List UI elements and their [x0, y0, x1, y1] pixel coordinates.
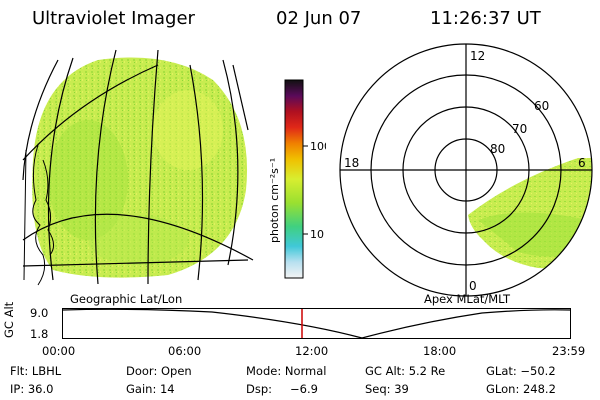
lat-label-70: 70 — [512, 122, 527, 136]
app-title: Ultraviolet Imager — [32, 8, 195, 29]
colorbar: 100 10 photon cm⁻²s⁻¹ — [268, 79, 326, 279]
info-glon: GLon: 248.2 — [486, 382, 556, 396]
x-tick-1800: 18:00 — [423, 344, 457, 358]
gc-alt-axis-label: GC Alt — [2, 301, 16, 338]
mlt-label-18: 18 — [344, 156, 359, 170]
altitude-curve — [62, 308, 571, 339]
lat-label-60: 60 — [534, 99, 549, 113]
polar-plot: 12 18 6 0 60 70 80 — [339, 43, 593, 297]
geographic-caption: Geographic Lat/Lon — [70, 292, 183, 306]
info-gain: Gain: 14 — [126, 382, 175, 396]
mlt-label-0: 0 — [469, 279, 477, 293]
info-glat: GLat: −50.2 — [486, 364, 556, 378]
mlt-label-12: 12 — [470, 49, 485, 63]
alt-tick-high: 9.0 — [30, 306, 49, 320]
mlt-label-6: 6 — [578, 156, 586, 170]
geo-grid — [22, 49, 254, 285]
x-tick-0000: 00:00 — [42, 344, 76, 358]
alt-tick-low: 1.8 — [30, 327, 49, 341]
colorbar-tick-10: 10 — [310, 228, 324, 241]
x-tick-2359: 23:59 — [552, 344, 586, 358]
colorbar-tick-100: 100 — [310, 140, 326, 153]
geographic-image — [22, 49, 254, 286]
polar-grid — [339, 43, 593, 297]
time-label: 11:26:37 UT — [430, 8, 541, 29]
x-tick-1200: 12:00 — [295, 344, 329, 358]
info-filter: Flt: LBHL — [10, 364, 62, 378]
colorbar-gradient — [284, 79, 304, 279]
info-gc-alt: GC Alt: 5.2 Re — [365, 364, 446, 378]
lat-label-80: 80 — [490, 142, 505, 156]
info-dsp-label: Dsp: — [246, 382, 273, 396]
info-mode: Mode: Normal — [246, 364, 327, 378]
x-tick-0600: 06:00 — [168, 344, 202, 358]
aurora-patches — [48, 90, 223, 265]
info-ip: IP: 36.0 — [10, 382, 54, 396]
colorbar-unit-label: photon cm⁻²s⁻¹ — [268, 158, 281, 243]
apex-caption: Apex MLat/MLT — [424, 292, 511, 306]
date-label: 02 Jun 07 — [276, 8, 362, 29]
altitude-strip — [62, 308, 571, 339]
info-dsp-value: −6.9 — [290, 382, 318, 396]
info-seq: Seq: 39 — [365, 382, 409, 396]
info-door: Door: Open — [126, 364, 192, 378]
coastline — [23, 144, 54, 286]
